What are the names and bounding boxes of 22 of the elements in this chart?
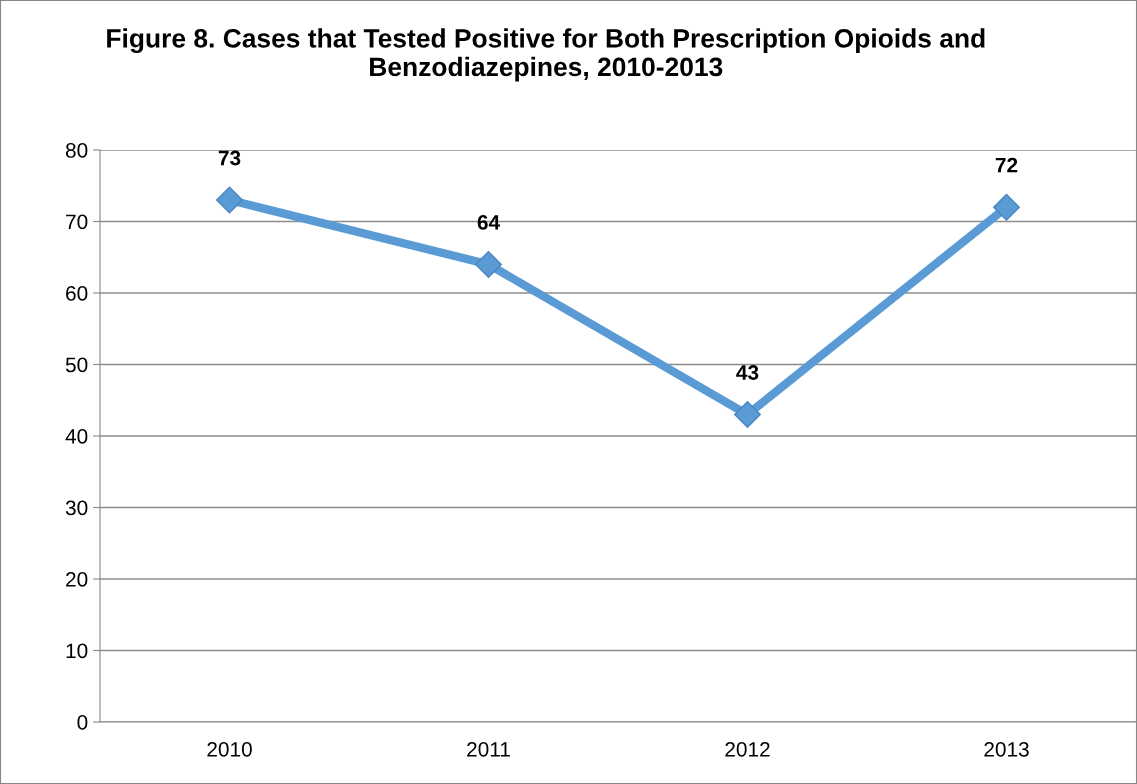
chart-title: Figure 8. Cases that Tested Positive for Both Prescription Opioids and Benzodiazepines, 2010-2013	[107, 28, 985, 82]
x-tick-label: 2013	[984, 741, 1029, 757]
x-tick-label: 2011	[467, 741, 510, 757]
point	[475, 250, 502, 278]
x-tick-label: 2010	[207, 741, 252, 757]
y-tick-label: 50	[65, 357, 88, 373]
point	[993, 193, 1020, 221]
data-label: 64	[477, 214, 500, 230]
data-label: 72	[995, 157, 1018, 173]
y-tick-label: 60	[66, 286, 88, 301]
x-tick-label: 2012	[725, 741, 770, 757]
y-tick-label: 20	[66, 572, 88, 587]
point	[734, 401, 761, 429]
y-tick-label: 10	[66, 643, 88, 659]
y-tick-label: 40	[65, 429, 88, 444]
point	[216, 186, 243, 214]
y-tick-label: 30	[65, 500, 88, 516]
y-tick-label: 70	[66, 214, 88, 230]
y-tick-label: 80	[65, 143, 88, 158]
y-tick-label: 0	[77, 715, 88, 730]
data-label: 73	[218, 150, 241, 166]
data-label: 43	[736, 365, 759, 380]
